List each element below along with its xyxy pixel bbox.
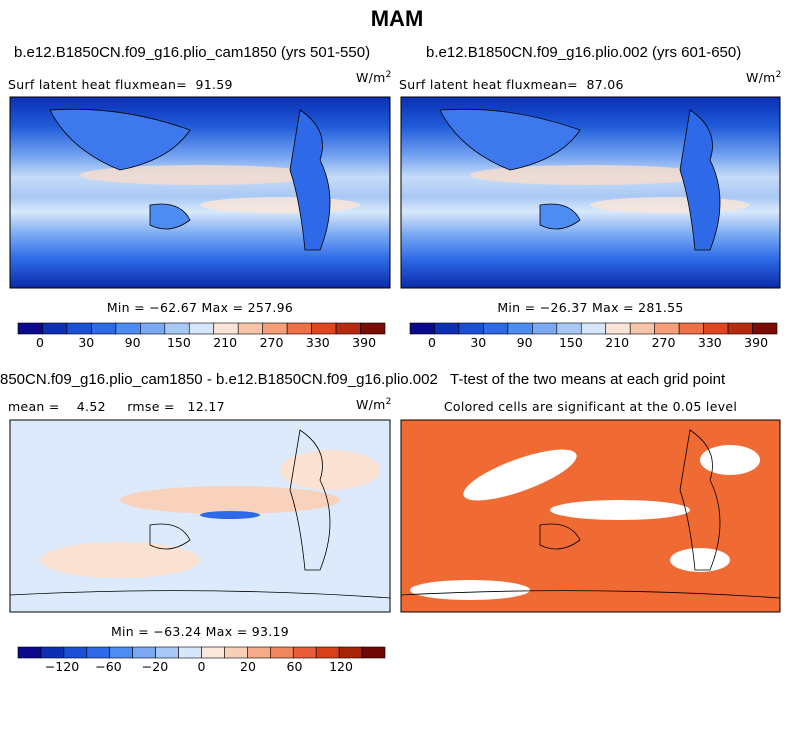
colorbar-box: [483, 322, 509, 335]
colorbar-box: [458, 322, 484, 335]
colorbar-box: [286, 322, 312, 335]
panel-title: 850CN.f09_g16.plio_cam1850 - b.e12.B1850…: [0, 371, 438, 388]
colorbar-label: 20: [240, 659, 256, 674]
colorbar-box: [109, 646, 133, 659]
colorbar-label: 120: [329, 659, 353, 674]
colorbar-box: [752, 322, 778, 335]
colorbar-box: [580, 322, 607, 335]
colorbar-label: 270: [651, 335, 676, 350]
colorbar-label: 150: [558, 335, 583, 350]
colorbar-label: 60: [286, 659, 303, 674]
colorbar-box: [556, 322, 582, 335]
colorbar-box: [188, 322, 215, 335]
min-max: Min = −26.37 Max = 281.55: [497, 300, 684, 315]
colorbar-label: 90: [124, 335, 141, 350]
colorbar-box: [315, 646, 340, 659]
colorbar-box: [224, 646, 248, 659]
colorbar-box: [727, 322, 753, 335]
colorbar-box: [201, 646, 225, 659]
colorbar-box: [17, 322, 43, 335]
panel-subtitle: Surf latent heat fluxmean= 87.06: [399, 77, 624, 92]
panel-subtitle: Colored cells are significant at the 0.0…: [443, 399, 738, 414]
colorbar-label: 0: [197, 659, 206, 674]
colorbar-box: [311, 322, 337, 335]
colorbar-box: [678, 322, 704, 335]
colorbar-box: [115, 322, 141, 335]
colorbar-box: [262, 322, 288, 335]
colorbar-box: [155, 646, 179, 659]
colorbar-box: [292, 646, 317, 659]
units: W/m2: [356, 397, 392, 413]
panel-subtitle: mean = 4.52 rmse = 12.17: [8, 399, 225, 414]
units-exponent: 2: [385, 397, 392, 407]
colorbar-box: [703, 322, 729, 335]
min-max: Min = −63.24 Max = 93.19: [110, 624, 290, 639]
colorbar-box: [164, 322, 190, 335]
colorbar-box: [409, 322, 435, 335]
colorbar-label: 390: [352, 335, 377, 350]
colorbar-label: 330: [305, 335, 330, 350]
panel-title: b.e12.B1850CN.f09_g16.plio.002 (yrs 601-…: [426, 44, 742, 61]
colorbar-label: 0: [36, 335, 44, 350]
map-panel: [9, 419, 391, 613]
colorbar-label: −120: [44, 659, 80, 674]
colorbar-box: [40, 646, 65, 659]
colorbar-box: [17, 646, 42, 659]
colorbar-box: [270, 646, 294, 659]
units: W/m2: [746, 70, 782, 86]
colorbar-label: 330: [697, 335, 722, 350]
map-panel: [400, 96, 781, 289]
panel-subtitle: Surf latent heat fluxmean= 91.59: [8, 77, 233, 92]
colorbar-box: [629, 322, 655, 335]
colorbar-box: [654, 322, 680, 335]
colorbar-label: 210: [605, 335, 630, 350]
map-panel: [9, 96, 391, 289]
colorbar-label: 30: [470, 335, 487, 350]
figure-title: MAM: [370, 6, 424, 31]
colorbar-box: [361, 646, 386, 659]
colorbar-box: [213, 322, 239, 335]
units-exponent: 2: [385, 70, 392, 80]
colorbar-box: [605, 322, 631, 335]
units: W/m2: [356, 70, 392, 86]
colorbar-box: [434, 322, 460, 335]
colorbar-label: 30: [78, 335, 95, 350]
units-exponent: 2: [775, 70, 782, 80]
colorbar-box: [247, 646, 271, 659]
colorbar-box: [360, 322, 386, 335]
colorbar-box: [132, 646, 156, 659]
colorbar-box: [66, 322, 92, 335]
panel-title: T-test of the two means at each grid poi…: [450, 371, 726, 388]
panel-title: b.e12.B1850CN.f09_g16.plio_cam1850 (yrs …: [14, 44, 371, 61]
colorbar-box: [91, 322, 117, 335]
colorbar-box: [237, 322, 263, 335]
colorbar-label: 0: [428, 335, 436, 350]
colorbar-box: [338, 646, 363, 659]
colorbar-label: 90: [516, 335, 533, 350]
colorbar-label: 270: [259, 335, 284, 350]
colorbar-label: 150: [166, 335, 191, 350]
colorbar-box: [335, 322, 361, 335]
colorbar-box: [86, 646, 111, 659]
map-panel: [400, 419, 781, 613]
colorbar-label: 210: [213, 335, 238, 350]
colorbar-label: −20: [141, 659, 169, 674]
min-max: Min = −62.67 Max = 257.96: [106, 300, 294, 315]
colorbar-box: [507, 322, 533, 335]
colorbar-box: [63, 646, 88, 659]
colorbar-box: [42, 322, 68, 335]
colorbar-box: [140, 322, 166, 335]
colorbar-label: 390: [744, 335, 769, 350]
colorbar-label: −60: [95, 659, 122, 674]
colorbar-box: [178, 646, 202, 659]
colorbar-box: [532, 322, 558, 335]
